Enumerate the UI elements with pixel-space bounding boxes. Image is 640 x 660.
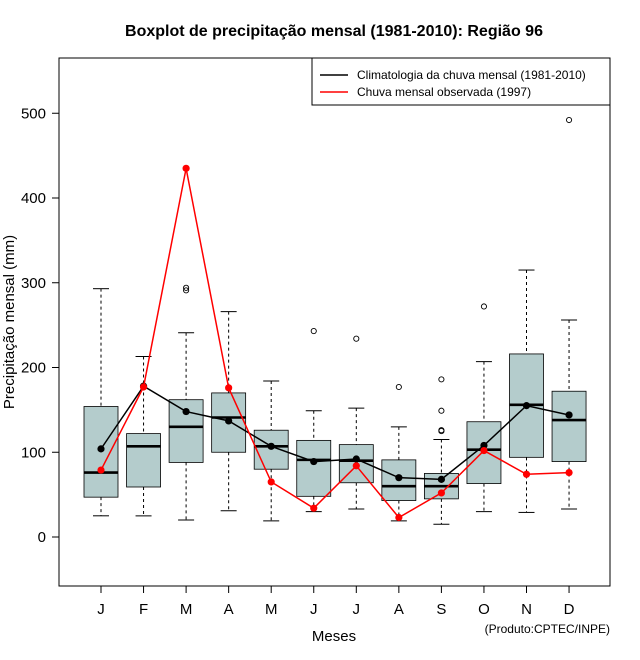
outlier-2 (438, 427, 445, 434)
series-point-3 (182, 407, 190, 416)
x-tick-label-1: J (97, 601, 105, 618)
series-point-3 (182, 164, 190, 172)
box-6 (296, 328, 332, 513)
box-3 (168, 284, 204, 521)
x-tick-label-5: M (265, 601, 278, 618)
box-1 (83, 288, 119, 517)
legend: Climatologia da chuva mensal (1981-2010)… (311, 57, 611, 106)
outlier-1 (183, 287, 190, 294)
outlier-1 (480, 303, 488, 310)
box-iqr (126, 433, 161, 488)
plot-frame (58, 57, 611, 587)
outlier-2 (183, 284, 190, 291)
series-point-4 (225, 417, 233, 425)
legend-box (311, 57, 611, 106)
box-2 (126, 355, 161, 517)
x-tick-label-2: F (139, 601, 148, 618)
y-tick-label-0: 0 (38, 529, 46, 546)
series-point-5 (267, 442, 275, 450)
y-tick-label-300: 300 (21, 275, 46, 292)
box-9 (423, 376, 459, 525)
series-point-12 (565, 411, 573, 419)
series-point-7 (352, 455, 360, 463)
series-climatology (97, 382, 573, 483)
box-12 (551, 116, 587, 510)
series-observed (97, 164, 573, 522)
x-tick-label-7: J (353, 601, 361, 618)
outlier-3 (438, 407, 445, 414)
series-point-6 (310, 504, 318, 512)
x-tick-label-8: A (394, 601, 404, 618)
series-point-11 (522, 470, 531, 478)
y-tick-label-500: 500 (21, 105, 46, 122)
legend-label-observed: Chuva mensal observada (1997) (357, 85, 531, 99)
box-4 (211, 311, 247, 512)
x-tick-label-6: J (310, 601, 318, 618)
series-layer (97, 164, 573, 522)
series-point-5 (267, 478, 275, 486)
series-point-6 (310, 457, 318, 466)
box-iqr (551, 390, 587, 462)
chart-title: Boxplot de precipitação mensal (1981-201… (125, 23, 543, 40)
x-tick-label-10: O (478, 601, 490, 618)
series-point-8 (395, 513, 403, 522)
y-tick-label-100: 100 (21, 444, 46, 461)
series-line (100, 385, 570, 481)
series-point-4 (225, 384, 233, 392)
series-point-1 (97, 445, 105, 453)
outlier-1 (395, 383, 402, 391)
x-tick-label-12: D (564, 601, 575, 618)
series-point-2 (139, 383, 148, 391)
outlier-1 (566, 116, 573, 124)
series-line (100, 168, 570, 519)
series-point-9 (437, 489, 445, 497)
box-iqr (296, 439, 332, 497)
box-8 (381, 383, 417, 522)
series-point-7 (352, 462, 360, 470)
series-point-12 (565, 468, 573, 477)
y-axis: 0 100 200 300 400 500 (21, 105, 60, 546)
outlier-4 (438, 376, 445, 383)
series-point-8 (395, 474, 403, 482)
series-point-1 (97, 466, 105, 474)
y-tick-label-200: 200 (21, 360, 46, 377)
box-10 (466, 303, 502, 513)
product-credit: (Produto:CPTEC/INPE) (485, 622, 610, 636)
legend-label-climatology: Climatologia da chuva mensal (1981-2010) (357, 68, 586, 82)
series-point-10 (480, 446, 488, 455)
series-point-10 (480, 441, 488, 450)
outlier-1 (310, 328, 317, 335)
series-point-9 (437, 475, 445, 483)
x-tick-label-11: N (521, 601, 532, 618)
outlier-1 (353, 335, 360, 342)
box-7 (338, 335, 374, 510)
x-tick-label-4: A (224, 601, 234, 618)
boxes-layer (83, 116, 587, 525)
series-point-11 (522, 402, 531, 410)
x-tick-label-9: S (436, 601, 446, 618)
y-axis-title: Precipitação mensal (mm) (1, 235, 18, 409)
y-tick-label-400: 400 (21, 190, 46, 207)
x-axis-title: Meses (312, 628, 356, 645)
x-tick-label-3: M (180, 601, 193, 618)
